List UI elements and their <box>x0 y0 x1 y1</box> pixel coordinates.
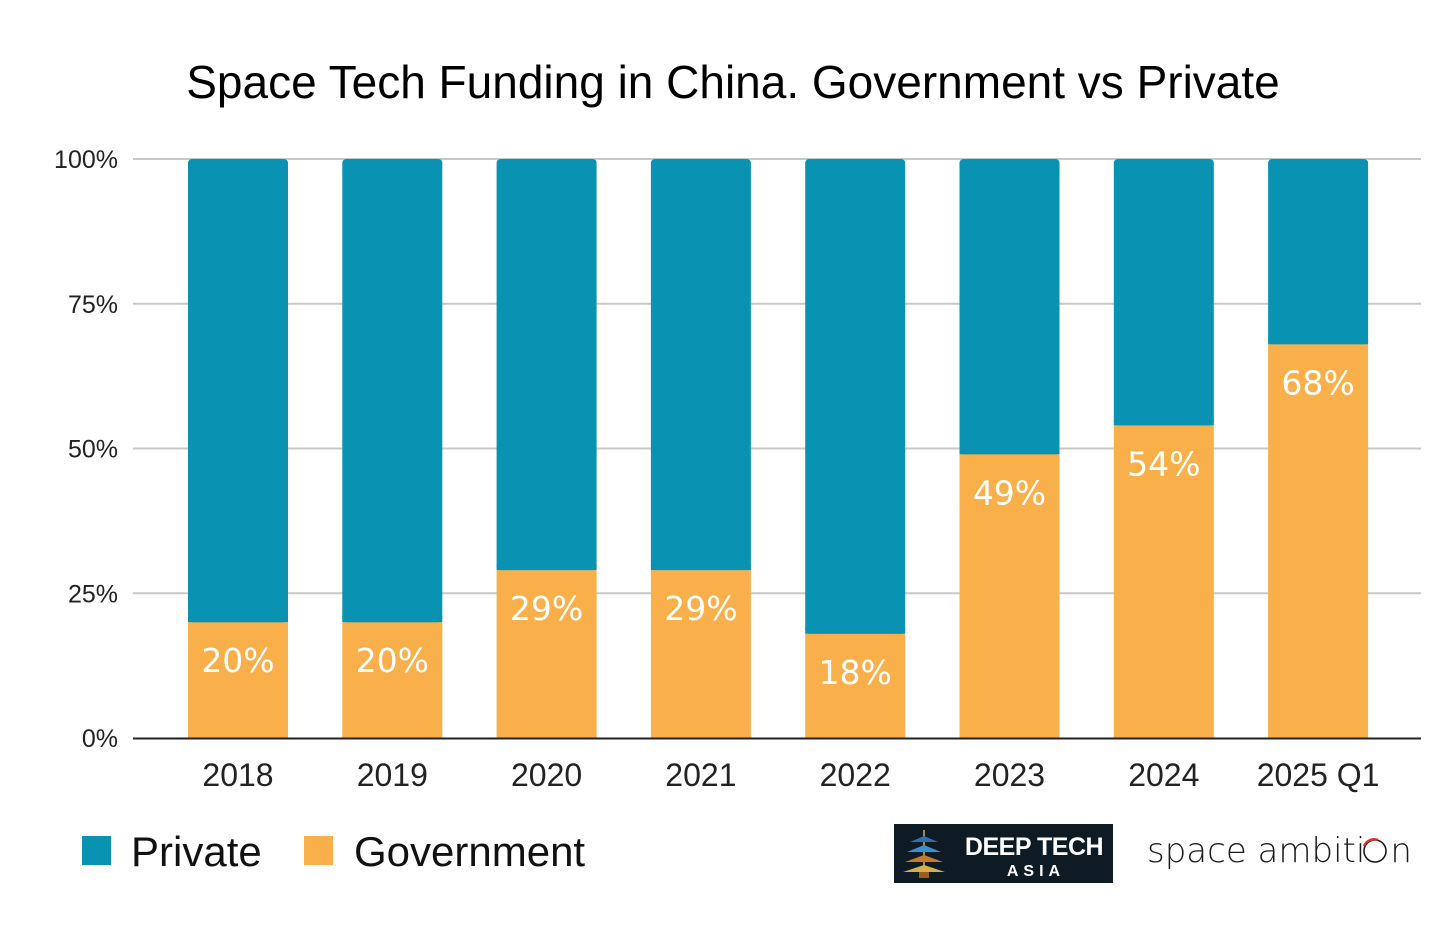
x-tick-label: 2025 Q1 <box>1257 757 1380 793</box>
y-tick-label: 100% <box>54 146 118 174</box>
ring-accent-icon <box>1362 838 1379 847</box>
bar-private <box>1268 159 1369 345</box>
bar-private-base <box>188 616 288 623</box>
data-label-government: 18% <box>819 653 892 692</box>
bars <box>188 159 1369 738</box>
y-tick-label: 50% <box>68 436 118 464</box>
legend-swatch-government <box>304 836 333 865</box>
x-tick-label: 2019 <box>357 757 428 793</box>
data-label-government: 54% <box>1127 444 1200 483</box>
legend: Private Government <box>82 828 585 875</box>
bar-government <box>650 570 751 738</box>
bar-private <box>650 159 751 571</box>
deep-tech-asia-logo: DEEP TECH ASIA <box>894 824 1113 883</box>
bar-private-base <box>496 564 597 571</box>
bar-private-base <box>1113 419 1214 426</box>
data-label-government: 68% <box>1281 363 1354 402</box>
y-axis-ticks: 0% 25% 50% 75% 100% <box>54 146 118 753</box>
space-ambition-logo: space ambiti n <box>1147 831 1412 871</box>
bar-government <box>188 622 288 738</box>
ring-icon <box>1363 839 1387 863</box>
bar-government <box>1268 344 1369 738</box>
bar-private <box>342 159 443 623</box>
x-tick-label: 2024 <box>1128 757 1199 793</box>
deep-tech-asia-logo-line1: DEEP TECH <box>965 833 1103 861</box>
bar-private-base <box>342 616 443 623</box>
bar-private-base <box>805 627 906 634</box>
data-label-government: 20% <box>201 641 274 680</box>
bar-private <box>188 159 288 623</box>
bar-private <box>959 159 1060 455</box>
data-label-government: 20% <box>356 641 429 680</box>
legend-label-private: Private <box>131 828 262 875</box>
y-tick-label: 0% <box>82 725 118 753</box>
legend-swatch-private <box>82 836 111 865</box>
data-label-government: 29% <box>664 589 737 628</box>
bar-private <box>496 159 597 571</box>
x-tick-label: 2020 <box>511 757 582 793</box>
x-tick-label: 2022 <box>820 757 891 793</box>
y-tick-label: 75% <box>68 291 118 319</box>
space-ambition-logo-o-icon: n <box>1390 831 1412 871</box>
bar-private-base <box>959 448 1060 455</box>
deep-tech-asia-logo-line2: ASIA <box>1007 863 1065 880</box>
bar-private-base <box>650 564 751 571</box>
legend-label-government: Government <box>354 828 585 875</box>
space-ambition-logo-text: space ambiti n <box>1147 831 1412 871</box>
bar-government <box>805 633 906 738</box>
bar-private-base <box>1268 338 1369 345</box>
bar-government <box>1113 425 1214 738</box>
y-tick-label: 25% <box>68 580 118 608</box>
deep-tech-asia-logo-background <box>894 824 1113 883</box>
x-tick-label: 2023 <box>974 757 1045 793</box>
bar-private <box>805 159 906 634</box>
bar-government <box>496 570 597 738</box>
x-tick-label: 2021 <box>665 757 736 793</box>
bar-government <box>342 622 443 738</box>
data-label-government: 49% <box>973 473 1046 512</box>
legend-item-government: Government <box>304 828 585 875</box>
chart-title: Space Tech Funding in China. Government … <box>186 56 1280 108</box>
legend-item-private: Private <box>82 828 262 875</box>
bar-government <box>959 454 1060 738</box>
x-tick-label: 2018 <box>202 757 273 793</box>
x-axis-ticks: 2018 2019 2020 2021 2022 2023 2024 2025 Q1 <box>202 757 1379 793</box>
data-label-government: 29% <box>510 589 583 628</box>
data-labels: 20% 20% 29% 29% 18% 49% 54% 68% <box>201 363 1354 692</box>
pagoda-icon <box>903 830 945 878</box>
bar-private <box>1113 159 1214 426</box>
gridlines <box>133 158 1421 595</box>
